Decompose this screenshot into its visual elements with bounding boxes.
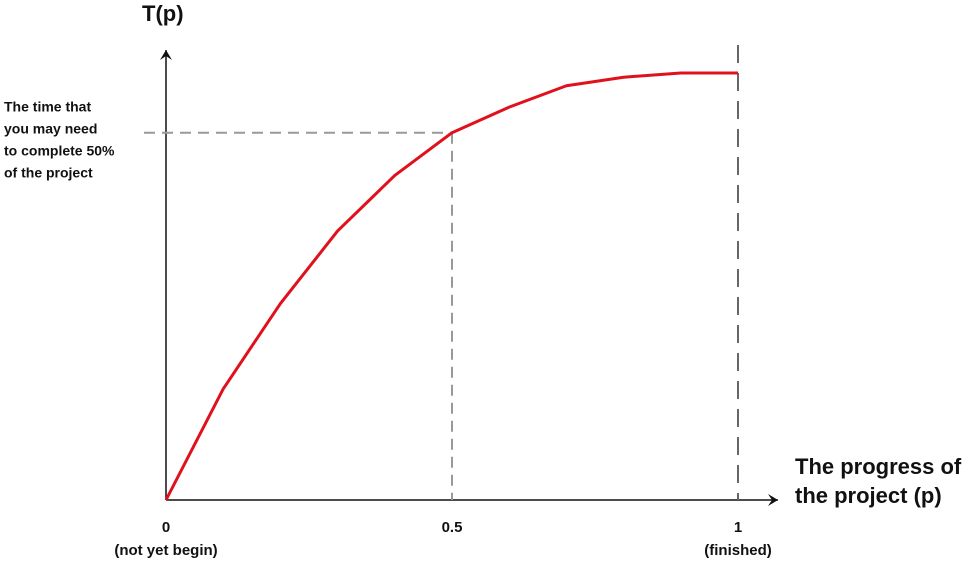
x-tick-label: 1 bbox=[734, 519, 742, 536]
x-tick-note: (not yet begin) bbox=[114, 542, 217, 559]
curve bbox=[164, 71, 738, 501]
x-tick-label: 0.5 bbox=[442, 519, 463, 536]
annotation: The time that bbox=[4, 99, 91, 115]
annotation: to complete 50% bbox=[4, 143, 115, 159]
annotation: of the project bbox=[4, 165, 93, 181]
annotation: you may need bbox=[4, 121, 97, 137]
x-axis-label: the project (p) bbox=[795, 483, 942, 508]
y-axis-label: T(p) bbox=[142, 1, 184, 26]
x-tick-label: 0 bbox=[162, 519, 170, 536]
x-axis-label: The progress of bbox=[795, 454, 962, 479]
x-tick-note: (finished) bbox=[704, 542, 772, 559]
